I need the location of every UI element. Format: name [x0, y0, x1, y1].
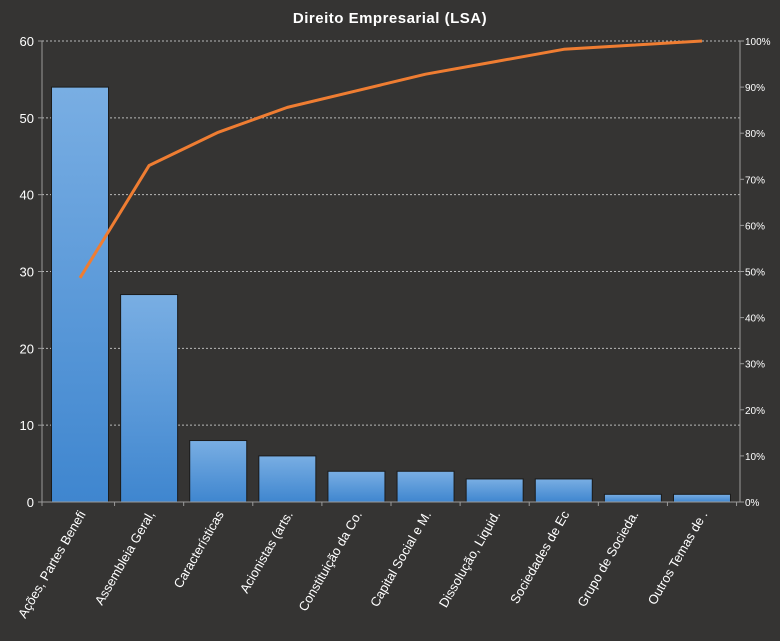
secondary-y-axis-tick-label: 80%: [745, 129, 765, 140]
x-axis-tick-label: Dissolução, Liquid.: [436, 508, 504, 610]
bar: [120, 294, 179, 503]
x-axis-tick-label: Sociedades de Ec: [507, 508, 573, 607]
axes: [38, 40, 744, 506]
y-axis-tick-label: 30: [20, 265, 34, 280]
x-axis-tick-label: Características: [170, 508, 227, 591]
secondary-y-axis-tick-label: 20%: [745, 406, 765, 417]
y-axis-tick-label: 0: [27, 495, 34, 510]
chart-title: Direito Empresarial (LSA): [293, 10, 487, 27]
secondary-y-axis-tick-label: 50%: [745, 268, 765, 279]
bar: [327, 470, 386, 503]
bar: [51, 86, 110, 503]
x-axis-tick-label: Acionistas (arts.: [237, 508, 296, 596]
bar: [603, 493, 662, 503]
secondary-y-axis-tick-label: 100%: [745, 37, 771, 48]
secondary-y-axis-tick-label: 40%: [745, 314, 765, 325]
secondary-y-axis-tick-label: 0%: [745, 498, 760, 509]
secondary-y-axis-tick-label: 10%: [745, 452, 765, 463]
cumulative-line: [78, 39, 703, 279]
secondary-y-axis-tick-label: 90%: [745, 83, 765, 94]
x-axis-tick-label: Grupo de Socieda.: [574, 508, 641, 609]
bar: [396, 470, 455, 503]
x-axis-tick-label: Outros Temas de .: [645, 508, 711, 607]
x-axis-tick-labels: Ações, Partes Benefi Assembleia Geral, Car…: [15, 508, 711, 621]
bar: [672, 493, 731, 503]
y-axis-tick-label: 50: [20, 111, 34, 126]
bar: [258, 455, 317, 503]
y-axis-tick-label: 60: [20, 34, 34, 49]
bar: [534, 478, 593, 503]
y-axis-tick-labels: 0 10 20 30 40 50 60: [20, 34, 34, 510]
x-axis-tick-label: Assembleia Geral,: [92, 508, 158, 607]
secondary-y-axis-tick-label: 30%: [745, 360, 765, 371]
secondary-y-axis-tick-labels: 0% 10% 20% 30% 40% 50% 60% 70% 80% 90% 100%: [745, 37, 771, 509]
y-axis-tick-label: 20: [20, 341, 34, 356]
y-axis-tick-label: 40: [20, 188, 34, 203]
y-axis-tick-label: 10: [20, 418, 34, 433]
cumulative-line-series: [78, 39, 703, 279]
bar-series: [51, 86, 731, 503]
x-axis-tick-label: Constituição da Co.: [295, 508, 365, 614]
bar: [189, 440, 248, 503]
secondary-y-axis-tick-label: 60%: [745, 221, 765, 232]
x-axis-tick-label: Ações, Partes Benefi: [15, 508, 89, 621]
secondary-y-axis-tick-label: 70%: [745, 175, 765, 186]
bar: [465, 478, 524, 503]
x-axis-tick-label: Capital Social e M.: [367, 508, 434, 609]
